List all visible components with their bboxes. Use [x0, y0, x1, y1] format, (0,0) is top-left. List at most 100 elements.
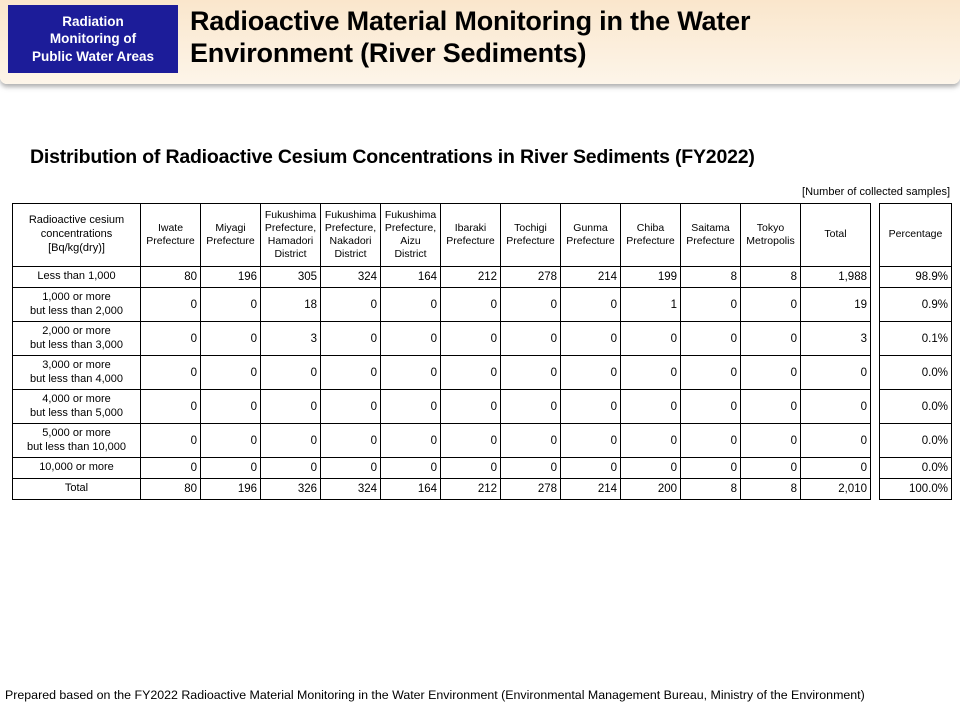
header-banner: Radiation Monitoring of Public Water Are… [0, 0, 960, 84]
value-cell: 0 [320, 423, 381, 458]
value-cell: 0 [680, 287, 741, 322]
value-cell: 2,010 [800, 478, 871, 500]
value-cell: 0 [200, 389, 261, 424]
value-cell: 0 [680, 389, 741, 424]
value-cell: 0 [260, 457, 321, 479]
value-cell: 0 [740, 287, 801, 322]
value-cell: 0 [500, 321, 561, 356]
value-cell: 199 [620, 266, 681, 288]
value-cell: 8 [680, 478, 741, 500]
value-cell: 324 [320, 266, 381, 288]
column-header: Fukushima Prefecture, Aizu District [380, 203, 441, 267]
percentage-row: 0.0% [879, 389, 952, 424]
row-label: Less than 1,000 [12, 266, 141, 288]
value-cell: 0 [620, 389, 681, 424]
percentage-cell: 0.9% [879, 287, 952, 322]
value-cell: 0 [260, 389, 321, 424]
row-label: 10,000 or more [12, 457, 141, 479]
value-cell: 0 [500, 457, 561, 479]
value-cell: 0 [800, 423, 871, 458]
value-cell: 0 [560, 389, 621, 424]
row-label: 1,000 or more but less than 2,000 [12, 287, 141, 322]
value-cell: 80 [140, 478, 201, 500]
column-header: Saitama Prefecture [680, 203, 741, 267]
percentage-row: 100.0% [879, 478, 952, 500]
main-table-header-row: Radioactive cesium concentrations [Bq/kg… [12, 203, 871, 267]
percentage-cell: 0.1% [879, 321, 952, 356]
value-cell: 0 [380, 287, 441, 322]
value-cell: 0 [500, 389, 561, 424]
value-cell: 164 [380, 266, 441, 288]
value-cell: 0 [140, 423, 201, 458]
value-cell: 3 [260, 321, 321, 356]
value-cell: 0 [440, 321, 501, 356]
percentage-header-row: Percentage [879, 203, 952, 267]
value-cell: 0 [200, 423, 261, 458]
column-header: Miyagi Prefecture [200, 203, 261, 267]
value-cell: 0 [800, 355, 871, 390]
value-cell: 0 [380, 355, 441, 390]
value-cell: 0 [620, 457, 681, 479]
value-cell: 214 [560, 266, 621, 288]
percentage-cell: 0.0% [879, 389, 952, 424]
value-cell: 278 [500, 266, 561, 288]
value-cell: 0 [440, 389, 501, 424]
value-cell: 0 [380, 389, 441, 424]
value-cell: 0 [620, 423, 681, 458]
program-badge: Radiation Monitoring of Public Water Are… [8, 5, 178, 73]
value-cell: 0 [320, 287, 381, 322]
value-cell: 0 [440, 457, 501, 479]
value-cell: 0 [320, 355, 381, 390]
row-label: 3,000 or more but less than 4,000 [12, 355, 141, 390]
value-cell: 0 [680, 321, 741, 356]
value-cell: 0 [260, 355, 321, 390]
value-cell: 0 [320, 389, 381, 424]
column-header: Tokyo Metropolis [740, 203, 801, 267]
value-cell: 0 [680, 355, 741, 390]
value-cell: 0 [320, 321, 381, 356]
row-label: 4,000 or more but less than 5,000 [12, 389, 141, 424]
value-cell: 0 [560, 457, 621, 479]
value-cell: 0 [560, 287, 621, 322]
column-header: Total [800, 203, 871, 267]
table-row: Total 80 196 326 324 164 212 278 214 200 8 8 2,010 [12, 478, 871, 500]
value-cell: 0 [440, 423, 501, 458]
column-header: Ibaraki Prefecture [440, 203, 501, 267]
percentage-row: 0.9% [879, 287, 952, 322]
value-cell: 0 [740, 389, 801, 424]
table-row: 5,000 or more but less than 10,000 0 0 0 0 0 0… [12, 423, 871, 458]
value-cell: 0 [200, 321, 261, 356]
value-cell: 0 [500, 287, 561, 322]
value-cell: 80 [140, 266, 201, 288]
value-cell: 8 [740, 478, 801, 500]
table-row: Less than 1,000 80 196 305 324 164 212 278 214 19… [12, 266, 871, 288]
value-cell: 0 [140, 389, 201, 424]
value-cell: 0 [140, 321, 201, 356]
percentage-table: Percentage 98.9% 0.9% 0.1% 0.0% 0.0% 0.0% 0.0%… [879, 203, 952, 500]
percentage-cell: 0.0% [879, 457, 952, 479]
value-cell: 0 [680, 423, 741, 458]
unit-note: [Number of collected samples] [802, 186, 950, 198]
value-cell: 0 [560, 321, 621, 356]
row-label: Total [12, 478, 141, 500]
column-header: Tochigi Prefecture [500, 203, 561, 267]
value-cell: 0 [140, 355, 201, 390]
value-cell: 8 [740, 266, 801, 288]
percentage-cell: 0.0% [879, 355, 952, 390]
table-row: 3,000 or more but less than 4,000 0 0 0 0 0 0 0… [12, 355, 871, 390]
row-label: 2,000 or more but less than 3,000 [12, 321, 141, 356]
value-cell: 200 [620, 478, 681, 500]
page-title: Radioactive Material Monitoring in the W… [190, 6, 751, 69]
value-cell: 0 [200, 457, 261, 479]
value-cell: 0 [140, 457, 201, 479]
percentage-row: 0.0% [879, 423, 952, 458]
value-cell: 0 [260, 423, 321, 458]
value-cell: 0 [560, 423, 621, 458]
main-table-body: Less than 1,000 80 196 305 324 164 212 278 214 19… [12, 266, 871, 500]
table-row: 4,000 or more but less than 5,000 0 0 0 0 0 0 0… [12, 389, 871, 424]
column-header: Gunma Prefecture [560, 203, 621, 267]
value-cell: 1 [620, 287, 681, 322]
value-cell: 278 [500, 478, 561, 500]
value-cell: 0 [200, 355, 261, 390]
column-header: Iwate Prefecture [140, 203, 201, 267]
